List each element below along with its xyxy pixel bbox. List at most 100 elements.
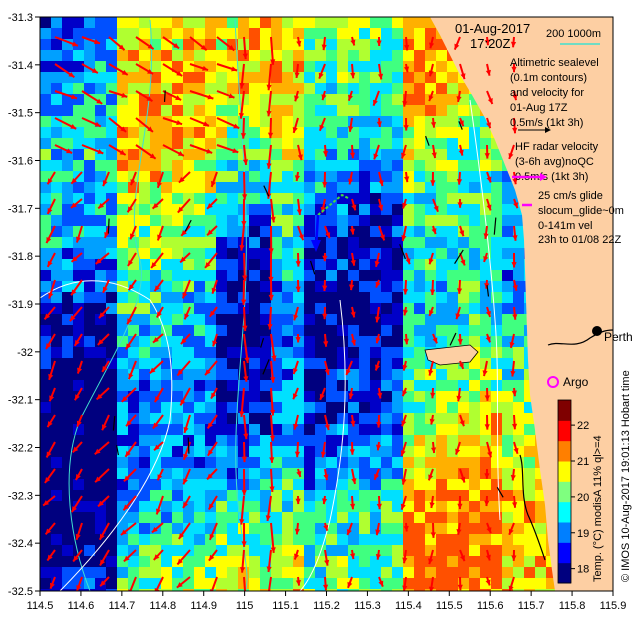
velocity-arrow-head [266, 597, 271, 603]
velocity-arrow-head [296, 209, 302, 215]
velocity-arrow-head [121, 92, 128, 98]
velocity-arrow-head [269, 435, 276, 442]
perth-label: Perth [604, 330, 633, 344]
velocity-arrow-head [147, 43, 154, 50]
velocity-arrow-head [155, 508, 161, 515]
velocity-arrow-head [180, 256, 186, 263]
velocity-arrow-head [176, 120, 183, 125]
velocity-arrow-head [459, 230, 465, 237]
velocity-arrow-head [157, 234, 163, 241]
velocity-arrow-head [71, 177, 77, 184]
velocity-arrow-head [433, 205, 439, 212]
svg-text:HF radar velocity: HF radar velocity [515, 141, 599, 153]
velocity-arrow-head [429, 289, 436, 296]
colorbar-segment [558, 420, 571, 442]
velocity-arrow-head [322, 498, 328, 505]
glider-vector-head [311, 240, 321, 252]
velocity-arrow-head [428, 474, 434, 481]
velocity-arrow-head [228, 45, 235, 51]
velocity-arrow-head [375, 444, 382, 451]
velocity-arrow-head [378, 204, 384, 211]
colorbar-tick-label: 19 [577, 528, 589, 540]
velocity-arrow-head [46, 451, 52, 458]
velocity-arrow-head [485, 310, 491, 317]
velocity-arrow-head [47, 207, 53, 214]
velocity-arrow-head [206, 148, 213, 154]
velocity-arrow-head [181, 230, 187, 236]
velocity-arrow-head [96, 393, 103, 400]
velocity-arrow-head [295, 261, 301, 267]
velocity-arrow [210, 576, 218, 591]
velocity-arrow-head [319, 124, 325, 131]
velocity-arrow-head [513, 447, 519, 454]
colorbar-segment [558, 440, 571, 462]
velocity-arrow-head [178, 176, 185, 183]
velocity-arrow-head [146, 96, 153, 102]
velocity-arrow-head [200, 44, 207, 51]
velocity-arrow-head [348, 94, 353, 101]
velocity-arrow-head [349, 152, 356, 159]
velocity-arrow-head [375, 364, 380, 371]
velocity-arrow-head [74, 394, 80, 401]
x-tick-label: 114.5 [27, 600, 54, 612]
velocity-vectors [42, 36, 519, 603]
y-tick-label: -32.2 [8, 443, 33, 455]
velocity-arrow-head [350, 39, 356, 46]
velocity-arrow-head [269, 409, 276, 416]
velocity-arrow-head [350, 420, 356, 427]
velocity-arrow-head [120, 529, 127, 536]
velocity-arrow-head [75, 473, 81, 480]
velocity-arrow-head [94, 448, 101, 455]
velocity-arrow-head [374, 261, 380, 267]
velocity-arrow-head [228, 93, 235, 99]
velocity-arrow-head [487, 98, 493, 105]
velocity-arrow-head [94, 121, 101, 127]
y-tick-label: -32.5 [8, 586, 33, 598]
velocity-arrow [267, 576, 272, 591]
velocity-arrow-head [47, 554, 53, 561]
velocity-arrow-head [295, 498, 301, 505]
bathy-mid-contour [299, 299, 346, 591]
velocity-arrow-head [404, 176, 410, 183]
velocity-arrow-head [74, 339, 80, 346]
velocity-arrow-head [296, 40, 302, 47]
velocity-arrow-head [294, 553, 300, 560]
velocity-arrow-head [265, 515, 271, 522]
y-tick-label: -31.9 [8, 299, 33, 311]
velocity-arrow-head [72, 41, 78, 47]
velocity-arrow-head [242, 275, 248, 281]
velocity-arrow-head [209, 310, 216, 317]
altimetry-arrow [458, 121, 463, 130]
velocity-arrow-head [376, 422, 382, 428]
velocity-arrow-head [125, 343, 132, 350]
altimetry-arrow [107, 218, 110, 234]
velocity-arrow [243, 576, 247, 591]
time-label: 17:20Z [470, 36, 511, 51]
velocity-arrow-head [130, 233, 135, 240]
velocity-arrow-head [48, 292, 54, 299]
velocity-arrow-head [404, 44, 410, 51]
velocity-arrow-head [123, 555, 130, 562]
velocity-arrow-head [297, 154, 303, 161]
velocity-arrow-head [102, 180, 108, 187]
velocity-arrow-head [242, 325, 248, 332]
velocity-arrow-head [402, 288, 409, 295]
velocity-arrow-head [242, 53, 248, 60]
velocity-arrow-head [293, 423, 299, 430]
velocity-arrow-head [212, 340, 218, 347]
colorbar-tick-label: 21 [577, 456, 589, 468]
velocity-arrow-head [349, 449, 355, 455]
velocity-arrow-head [121, 69, 128, 75]
velocity-arrow-head [239, 567, 246, 573]
velocity-arrow-head [147, 69, 154, 75]
velocity-arrow-head [323, 341, 329, 347]
velocity-arrow-head [154, 444, 160, 451]
velocity-arrow-head [460, 555, 465, 562]
velocity-arrow-head [351, 204, 357, 211]
velocity-arrow-head [512, 127, 518, 134]
velocity-arrow-head [484, 153, 490, 159]
velocity-arrow [155, 576, 164, 591]
velocity-arrow-head [293, 314, 299, 321]
velocity-arrow-head [482, 370, 488, 377]
velocity-arrow-head [128, 284, 135, 291]
